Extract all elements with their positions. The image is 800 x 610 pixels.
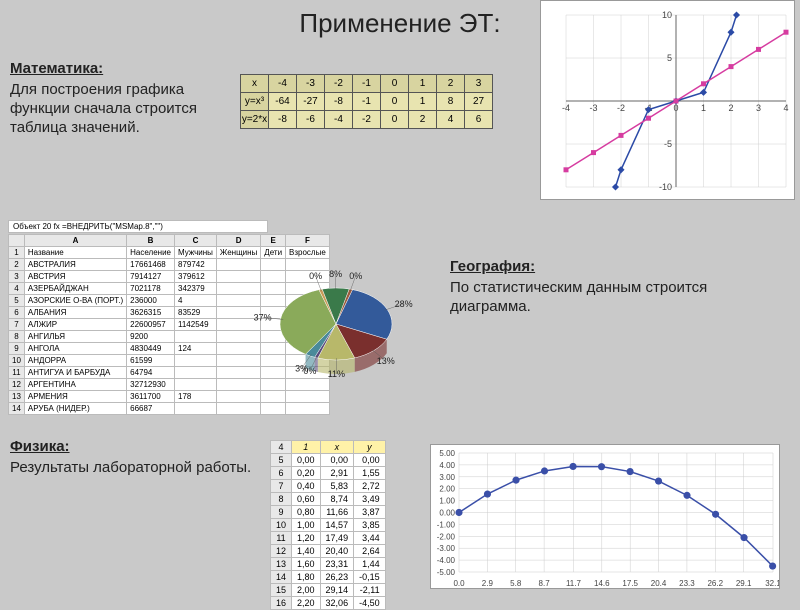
svg-text:8.7: 8.7 <box>539 579 551 588</box>
geo-label: География: <box>450 258 790 275</box>
svg-text:-3: -3 <box>589 103 597 113</box>
math-label: Математика: <box>10 60 235 77</box>
svg-text:-10: -10 <box>659 182 672 192</box>
svg-text:11.7: 11.7 <box>566 579 582 588</box>
math-text: Для построения графика функции сначала с… <box>10 81 235 137</box>
phys-label: Физика: <box>10 438 260 455</box>
function-chart: -4-3-2-101234-10-5510 <box>540 0 795 200</box>
svg-text:-1.00: -1.00 <box>437 520 456 529</box>
svg-text:3: 3 <box>756 103 761 113</box>
svg-text:26.2: 26.2 <box>707 579 723 588</box>
geo-text: По статистическим данным строится диагра… <box>450 279 790 317</box>
svg-text:1.00: 1.00 <box>439 497 455 506</box>
svg-text:0%: 0% <box>309 271 322 281</box>
phys-text: Результаты лабораторной работы. <box>10 459 260 478</box>
svg-text:-2: -2 <box>617 103 625 113</box>
svg-text:2.00: 2.00 <box>439 485 455 494</box>
svg-text:-5: -5 <box>664 139 672 149</box>
math-table: x-4-3-2-10123y=x³-64-27-8-101827y=2*x-8-… <box>240 74 493 129</box>
formula-bar: Объект 20 fx =ВНЕДРИТЬ("MSMap.8","") <box>8 220 268 233</box>
svg-text:4: 4 <box>783 103 788 113</box>
svg-text:20.4: 20.4 <box>651 579 667 588</box>
svg-text:-4.00: -4.00 <box>437 556 456 565</box>
svg-text:5.8: 5.8 <box>510 579 522 588</box>
svg-text:4.00: 4.00 <box>439 461 455 470</box>
svg-text:14.6: 14.6 <box>594 579 610 588</box>
svg-text:1: 1 <box>701 103 706 113</box>
svg-text:-4: -4 <box>562 103 570 113</box>
phys-table: 41xy50,000,000,0060,202,911,5570,405,832… <box>270 440 386 610</box>
geo-section: География: По статистическим данным стро… <box>450 258 790 317</box>
svg-text:0.00: 0.00 <box>439 509 455 518</box>
svg-text:-3.00: -3.00 <box>437 544 456 553</box>
svg-text:3.00: 3.00 <box>439 473 455 482</box>
svg-text:2.9: 2.9 <box>482 579 494 588</box>
svg-text:2: 2 <box>728 103 733 113</box>
svg-text:10: 10 <box>662 10 672 20</box>
svg-text:29.1: 29.1 <box>736 579 752 588</box>
svg-text:0.0: 0.0 <box>453 579 465 588</box>
svg-text:23.3: 23.3 <box>679 579 695 588</box>
phys-section: Физика: Результаты лабораторной работы. <box>10 438 260 478</box>
svg-text:32.1: 32.1 <box>765 579 779 588</box>
svg-text:-2.00: -2.00 <box>437 532 456 541</box>
svg-text:17.5: 17.5 <box>622 579 638 588</box>
svg-text:5: 5 <box>667 53 672 63</box>
svg-text:-5.00: -5.00 <box>437 568 456 577</box>
svg-text:5.00: 5.00 <box>439 449 455 458</box>
math-section: Математика: Для построения графика функц… <box>10 60 235 137</box>
parabola-chart: -5.00 -4.00 -3.00 -2.00 -1.00 0.00 1.00 2.00 3.0… <box>430 444 780 589</box>
pie-chart: 28%13%11%0%3%37%0%8%0% <box>236 264 436 394</box>
